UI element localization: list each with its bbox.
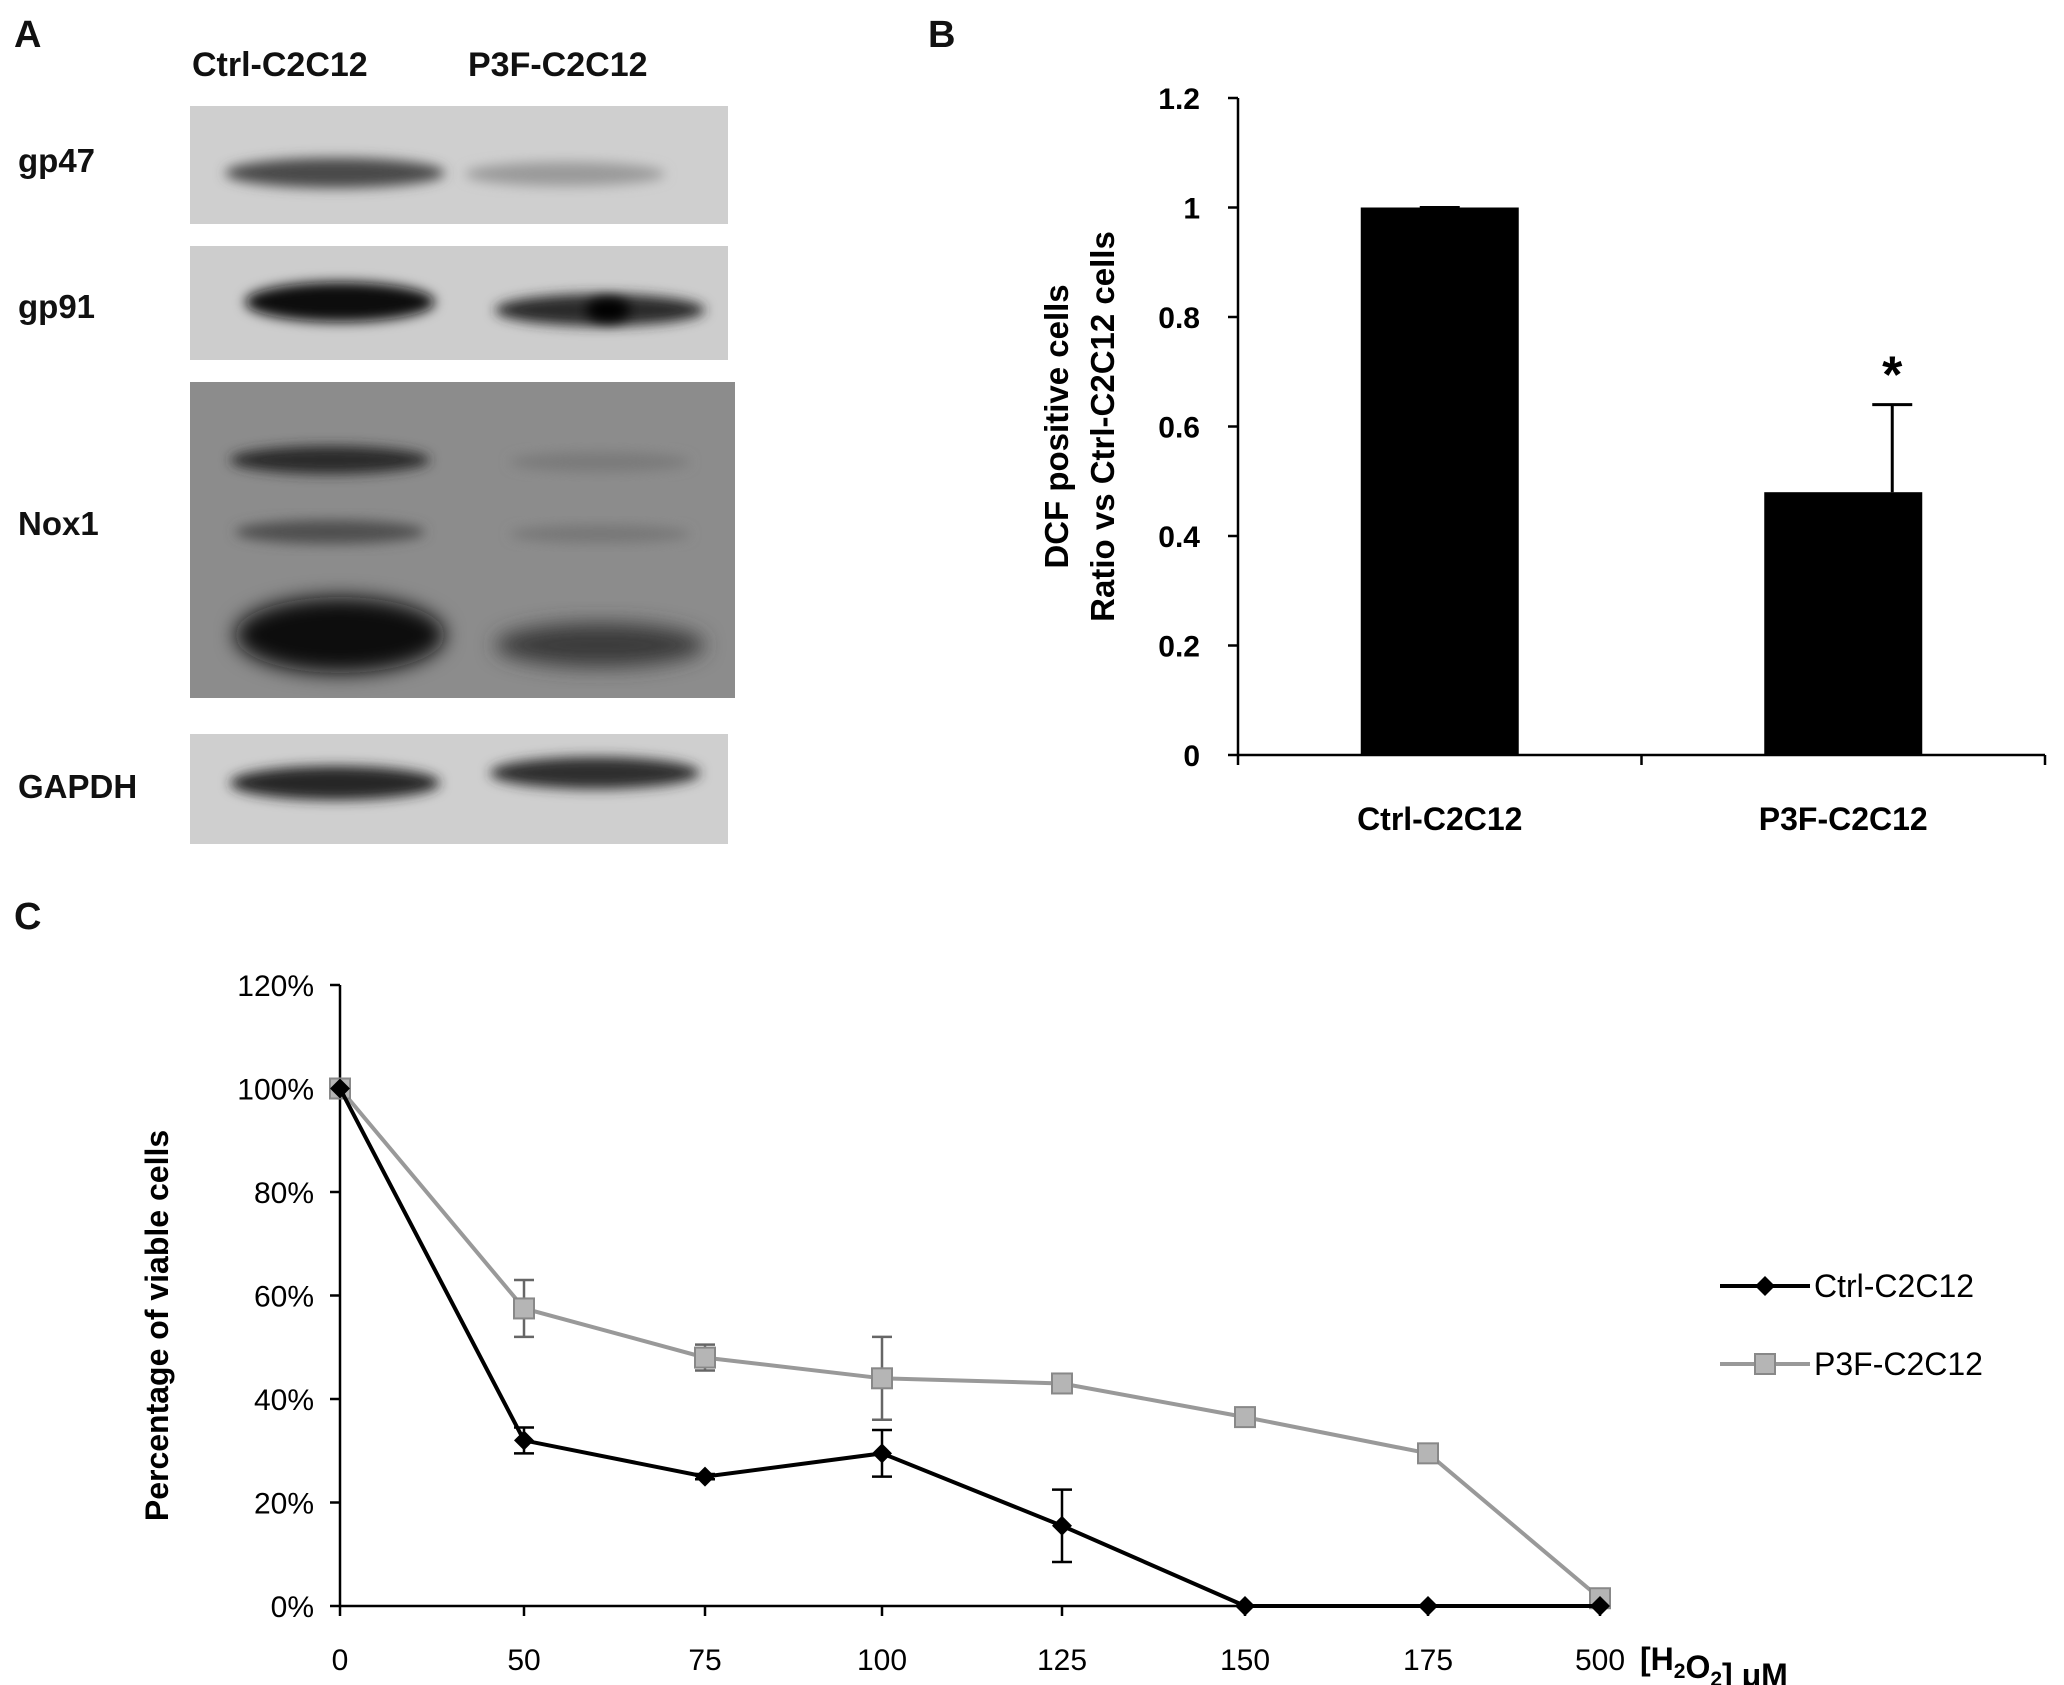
y-tick-label: 0.2 [1158,631,1200,664]
x-axis-label: [H2O2] μM [1640,1641,1788,1685]
data-point [1590,1596,1610,1616]
x-tick-label: 75 [688,1644,721,1677]
legend-label: Ctrl-C2C12 [1814,1268,1974,1304]
x-tick-label: 100 [857,1644,907,1677]
y-tick-label: 80% [254,1177,314,1210]
y-tick-label: 100% [237,1074,314,1107]
significance-marker: * [1882,347,1903,405]
y-axis-label: Percentage of viable cells [139,1130,175,1521]
x-tick-label: 175 [1403,1644,1453,1677]
data-point [871,1367,893,1390]
blot-strip-gp47 [190,106,728,224]
x-category-label: Ctrl-C2C12 [1357,801,1522,837]
legend-label: P3F-C2C12 [1814,1346,1983,1382]
series-line [338,1087,1600,1608]
series-line [338,1087,1602,1600]
data-point [330,1078,350,1099]
legend: Ctrl-C2C12 P3F-C2C12 [1720,1268,1983,1382]
y-tick-label: 60% [254,1281,314,1314]
panel-label-a: A [14,14,42,56]
data-point [514,1430,534,1451]
bar [1360,207,1519,755]
protein-label-nox1: Nox1 [18,505,99,542]
y-tick-label: 20% [254,1488,314,1521]
blot-strip-gapdh [190,734,728,844]
data-point [694,1346,716,1369]
x-tick-label: 0 [332,1644,349,1677]
data-point [1234,1406,1256,1429]
data-point [872,1443,892,1464]
y-axis-label: DCF positive cells Ratio vs Ctrl-C2C12 ce… [1038,231,1121,622]
blot-strip-nox1 [190,382,735,698]
legend-marker [1755,1276,1775,1296]
panel-label-c: C [14,896,42,938]
x-tick-label: 150 [1220,1644,1270,1677]
data-point [1052,1515,1072,1536]
data-point [329,1077,351,1100]
y-tick-label: 40% [254,1384,314,1417]
legend-marker [1754,1353,1776,1375]
blot-strip-gp91 [190,246,728,360]
y-tick-label: 0.4 [1158,521,1200,554]
protein-label-gp91: gp91 [18,288,96,325]
x-category-label: P3F-C2C12 [1759,801,1928,837]
line-chart-c-group: 0% 20% 40% 60% 80% 100% 120% 0 50 75 100 125 150 175 5… [139,970,1983,1685]
y-tick-label: 1 [1183,193,1200,226]
data-point [1417,1442,1439,1465]
x-tick-label: 125 [1037,1644,1087,1677]
series-Ctrl-C2C12 [330,1078,1610,1616]
panel-label-b: B [928,14,956,56]
x-tick-label: 500 [1575,1644,1625,1677]
y-tick-label: 120% [237,970,314,1003]
y-tick-label: 0 [1183,740,1200,773]
bar [1764,492,1923,755]
data-point [1051,1372,1073,1395]
bar-chart-b-group: 0 0.2 0.4 0.6 0.8 1 1.2 Ctrl-C2C12 * P3F-C2C12 DCF… [1038,83,2047,837]
lane-label-p3f: P3F-C2C12 [468,46,648,84]
data-point [1418,1596,1438,1616]
data-point [1235,1596,1255,1616]
y-tick-label: 1.2 [1158,83,1200,116]
x-tick-label: 50 [507,1644,540,1677]
lane-label-ctrl: Ctrl-C2C12 [192,46,368,84]
series-P3F-C2C12 [329,1077,1611,1610]
y-axis-label-line-1: DCF positive cells [1038,284,1075,568]
y-tick-label: 0.8 [1158,302,1200,335]
protein-label-gp47: gp47 [18,142,96,179]
data-point [513,1297,535,1320]
data-point [695,1466,715,1487]
y-tick-label: 0.6 [1158,412,1200,445]
data-point [1589,1587,1611,1610]
blot-image [190,106,735,844]
protein-label-gapdh: GAPDH [18,768,138,805]
y-axis-label-line-2: Ratio vs Ctrl-C2C12 cells [1084,231,1121,622]
y-tick-label: 0% [271,1591,314,1624]
